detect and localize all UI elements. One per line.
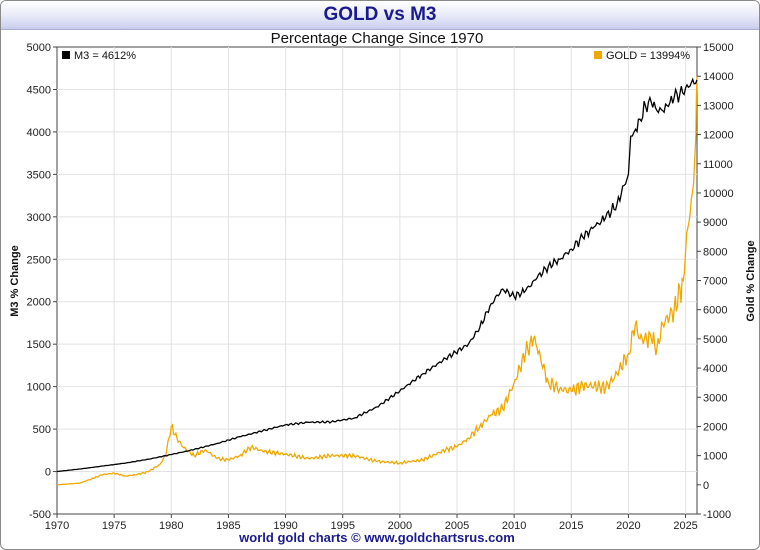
plot-area [56, 46, 698, 515]
left-tick-label: -500 [29, 509, 51, 521]
left-tick-label: 500 [33, 424, 51, 436]
left-axis-label: M3 % Change [9, 245, 21, 317]
chart-footer: world gold charts © www.goldchartsrus.co… [239, 530, 515, 545]
m3-series-line [56, 77, 698, 473]
title-bar: GOLD vs M3 [1, 1, 759, 30]
right-tick-label: 13000 [703, 100, 734, 112]
x-tick-label: 1990 [273, 520, 297, 532]
x-tick-label: 1975 [102, 520, 126, 532]
left-tick-label: 5000 [27, 42, 51, 54]
right-axis-label: Gold % Change [745, 240, 757, 321]
gold-legend-label: GOLD = 13994% [606, 50, 690, 62]
right-tick-label: 1000 [703, 451, 727, 463]
chart-title: GOLD vs M3 [323, 4, 437, 25]
m3-legend-label: M3 = 4612% [74, 50, 136, 62]
left-tick-label: 2500 [27, 254, 51, 266]
gold-series-line [56, 76, 698, 486]
left-tick-label: 3000 [27, 212, 51, 224]
right-tick-label: -1000 [703, 509, 731, 521]
chart-subtitle: Percentage Change Since 1970 [270, 30, 484, 47]
right-tick-label: 14000 [703, 71, 734, 83]
x-tick-label: 1985 [216, 520, 240, 532]
right-tick-label: 2000 [703, 421, 727, 433]
x-tick-label: 2010 [502, 520, 526, 532]
m3-legend-swatch [62, 51, 70, 59]
right-tick-label: 9000 [703, 217, 727, 229]
x-tick-label: 2005 [445, 520, 469, 532]
left-tick-label: 1500 [27, 339, 51, 351]
gold-legend-swatch [594, 51, 602, 59]
x-tick-label: 2015 [559, 520, 583, 532]
right-tick-label: 8000 [703, 246, 727, 258]
left-tick-label: 1000 [27, 382, 51, 394]
right-tick-label: 0 [703, 480, 709, 492]
left-tick-label: 0 [45, 467, 51, 479]
x-tick-label: 2020 [616, 520, 640, 532]
x-tick-label: 1980 [159, 520, 183, 532]
right-tick-label: 3000 [703, 392, 727, 404]
right-tick-label: 5000 [703, 334, 727, 346]
right-tick-label: 4000 [703, 363, 727, 375]
right-tick-label: 6000 [703, 305, 727, 317]
right-tick-label: 11000 [703, 159, 733, 171]
left-tick-label: 2000 [27, 297, 51, 309]
right-tick-label: 12000 [703, 130, 734, 142]
legend-gold: GOLD = 13994% [594, 50, 690, 62]
right-tick-label: 7000 [703, 276, 727, 288]
right-tick-label: 10000 [703, 188, 734, 200]
left-tick-label: 4500 [27, 84, 51, 96]
right-tick-label: 15000 [703, 42, 734, 54]
x-tick-label: 1970 [45, 520, 69, 532]
legend-m3: M3 = 4612% [62, 50, 136, 62]
x-tick-label: 2000 [388, 520, 412, 532]
x-tick-label: 2025 [673, 520, 697, 532]
x-tick-label: 1995 [330, 520, 354, 532]
left-tick-label: 3500 [27, 169, 51, 181]
left-tick-label: 4000 [27, 127, 51, 139]
